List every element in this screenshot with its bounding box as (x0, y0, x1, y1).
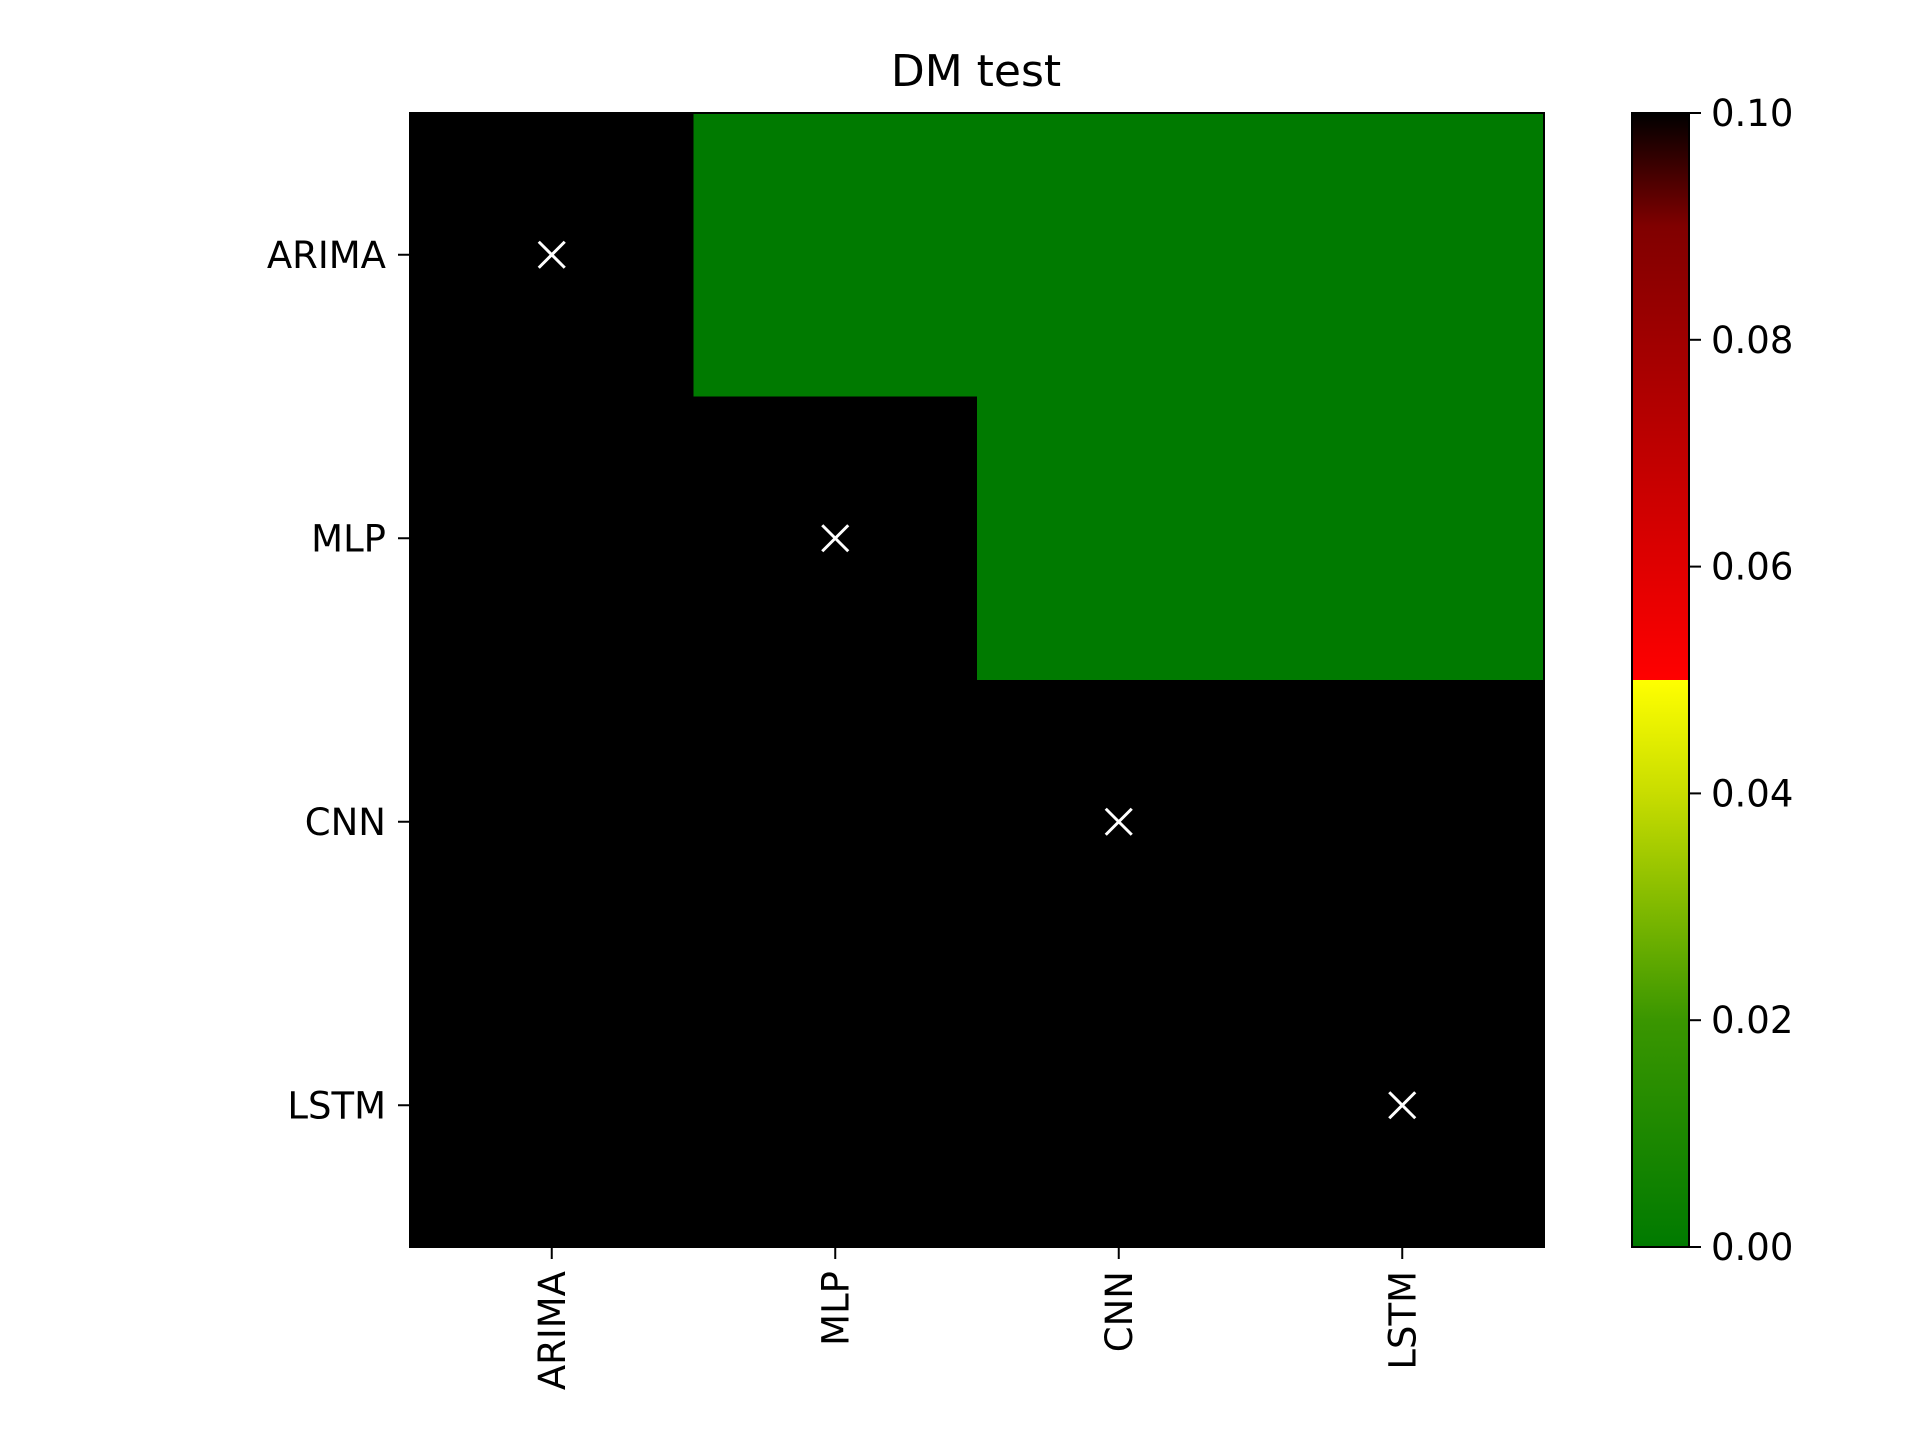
y-tick-label-cnn: CNN (305, 801, 386, 844)
colorbar-ticks: 0.00 0.02 0.04 0.06 0.08 0.10 (1689, 92, 1793, 1269)
diagonal-marker-mlp (821, 524, 850, 553)
colorbar-tick-label-0-04: 0.04 (1711, 772, 1793, 815)
x-tick-label-cnn: CNN (1098, 1271, 1141, 1352)
heatmap-cell-lstm-cnn (977, 963, 1261, 1248)
heatmap-cell-cnn-lstm (1260, 680, 1545, 964)
colorbar-tick-label-0-08: 0.08 (1711, 319, 1793, 362)
colorbar-tick-label-0-06: 0.06 (1711, 546, 1793, 589)
colorbar-gradient (1632, 113, 1689, 1247)
colorbar-tick-label-0-10: 0.10 (1711, 92, 1793, 135)
colorbar: 0.00 0.02 0.04 0.06 0.08 0.10 (1631, 92, 1793, 1269)
heatmap-cell-arima-mlp (693, 113, 978, 397)
heatmap-cells (410, 113, 1545, 1248)
heatmap-cell-cnn-arima (410, 680, 694, 964)
y-tick-label-mlp: MLP (311, 517, 386, 560)
diagonal-marker-cnn (1104, 807, 1133, 836)
colorbar-frame (1631, 112, 1690, 1248)
diagonal-marker-lstm (1388, 1091, 1417, 1120)
heatmap-cell-arima-lstm (1260, 113, 1545, 397)
y-tick-label-arima: ARIMA (267, 234, 386, 277)
heatmap-cell-mlp-cnn (977, 396, 1261, 681)
x-tick-label-mlp: MLP (814, 1271, 857, 1346)
heatmap-cell-lstm-mlp (693, 963, 978, 1248)
chart-title: DM test (891, 46, 1061, 97)
x-tick-label-arima: ARIMA (531, 1271, 574, 1390)
x-axis: ARIMA MLP CNN LSTM (531, 1247, 1424, 1390)
x-tick-label-lstm: LSTM (1381, 1271, 1424, 1370)
diagonal-marker-arima (537, 240, 566, 269)
y-tick-label-lstm: LSTM (287, 1084, 386, 1127)
heatmap-cell-mlp-arima (410, 396, 694, 681)
colorbar-tick-label-0-00: 0.00 (1711, 1226, 1793, 1269)
heatmap-cell-mlp-lstm (1260, 396, 1545, 681)
heatmap-cell-lstm-arima (410, 963, 694, 1248)
plot-frame (409, 112, 1545, 1248)
y-axis: ARIMA MLP CNN LSTM (267, 234, 410, 1127)
heatmap-cell-cnn-mlp (693, 680, 978, 964)
colorbar-tick-label-0-02: 0.02 (1711, 999, 1793, 1042)
diagonal-markers (537, 240, 1417, 1120)
heatmap-cell-arima-cnn (977, 113, 1261, 397)
